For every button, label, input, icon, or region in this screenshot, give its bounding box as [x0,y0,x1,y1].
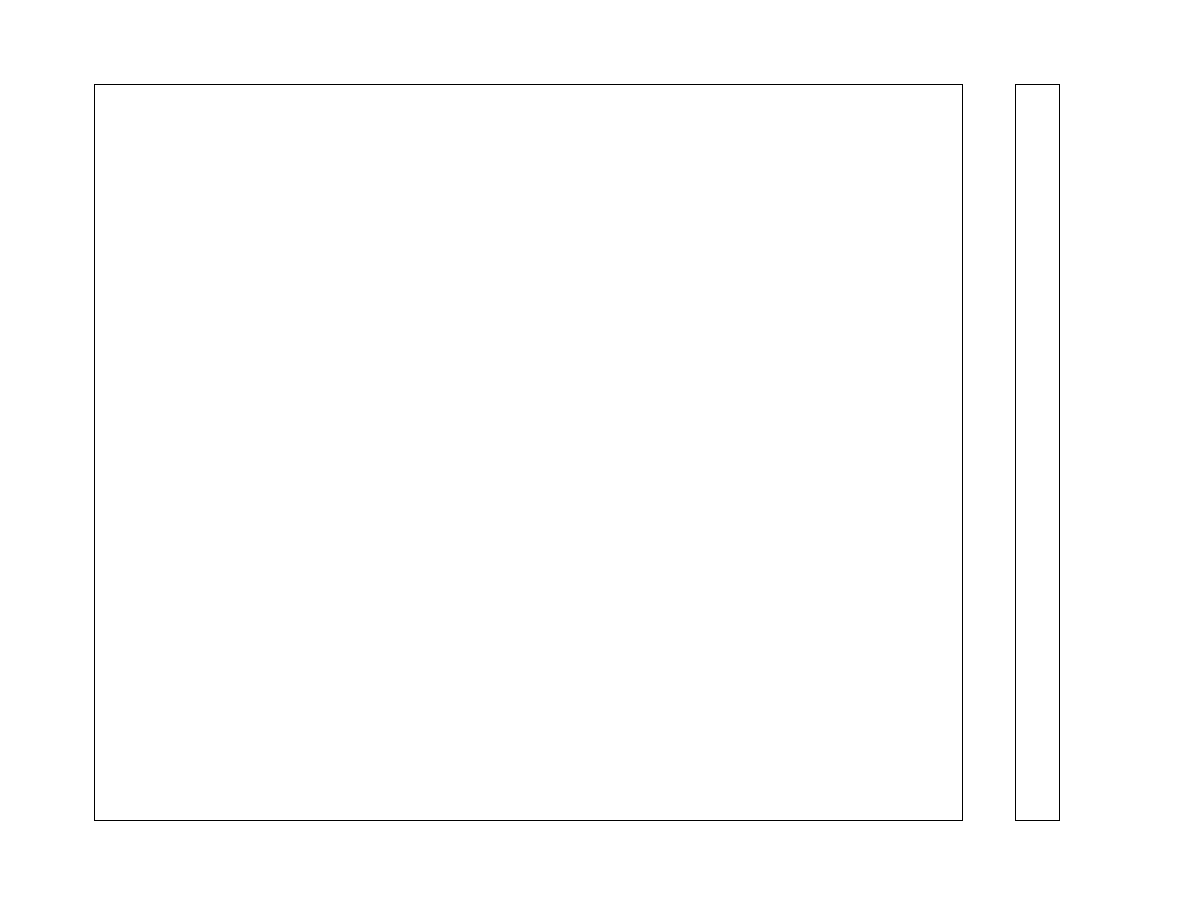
plot-canvas [95,85,395,235]
colorbar [1015,84,1060,821]
